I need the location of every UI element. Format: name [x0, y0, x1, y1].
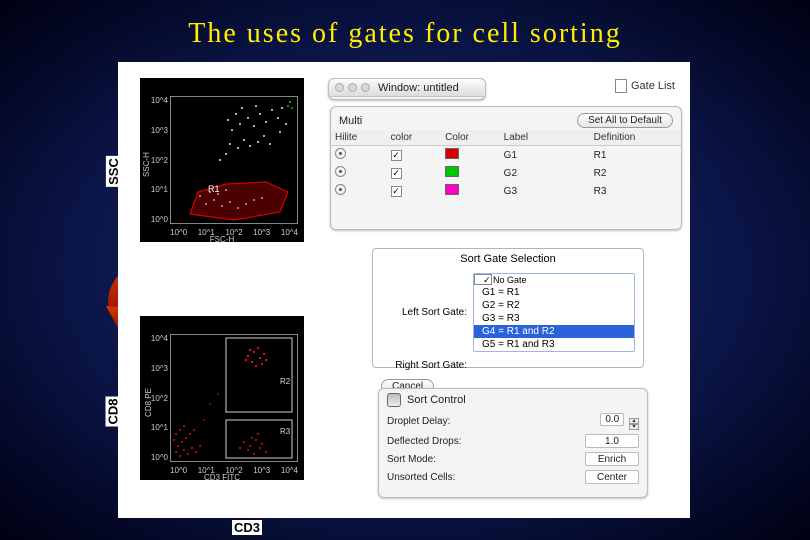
gate-label: G1 [500, 146, 590, 165]
left-sort-gate-menu[interactable]: No GateG1 = R1G2 = R2G3 = R3G4 = R1 and … [473, 273, 635, 352]
plot-xlabel: CD3 FITC [204, 473, 240, 482]
close-icon[interactable] [335, 83, 344, 92]
zoom-icon[interactable] [361, 83, 370, 92]
multi-label: Multi [339, 115, 362, 127]
right-sort-gate-label: Right Sort Gate: [381, 360, 467, 371]
gate-list-panel: Gate List Multi Set All to Default Hilit… [330, 106, 682, 230]
plot-xlabel: FSC-H [210, 235, 234, 244]
col-definition: Definition [590, 130, 681, 146]
menu-item[interactable]: G1 = R1 [474, 286, 634, 299]
deflected-drops-value[interactable]: 1.0 [585, 434, 639, 448]
sort-gate-title: Sort Gate Selection [373, 249, 643, 269]
left-sort-gate-label: Left Sort Gate: [381, 307, 467, 318]
table-row[interactable]: ✓ G1R1 [331, 146, 681, 165]
gate-label: G2 [500, 164, 590, 182]
sort-control-panel: Sort Control Droplet Delay: 0.0 ▴▾ Defle… [378, 388, 648, 498]
col-color-check: color [387, 130, 442, 146]
sort-mode-value[interactable]: Enrich [585, 452, 639, 466]
gate-r1[interactable] [190, 182, 288, 220]
droplet-delay-label: Droplet Delay: [387, 416, 450, 427]
table-row[interactable]: ✓ G2R2 [331, 164, 681, 182]
color-swatch[interactable] [445, 166, 459, 177]
ticks-y: 10^010^110^210^310^4 [142, 96, 168, 224]
table-row[interactable]: ✓ G3R3 [331, 182, 681, 200]
menu-item[interactable]: G4 = R1 and R2 [474, 325, 634, 338]
svg-text:R3: R3 [280, 427, 291, 436]
gate-definition: R1 [590, 146, 681, 165]
droplet-delay-stepper[interactable]: ▴▾ [629, 418, 639, 430]
scatter-plot-ssc-fsc: SSC-H 10^010^110^210^310^4 R1 10^010^110… [140, 78, 304, 242]
sort-control-title: Sort Control [407, 394, 466, 406]
menu-item[interactable]: No Gate [474, 274, 492, 285]
color-swatch[interactable] [445, 148, 459, 159]
color-checkbox[interactable]: ✓ [391, 186, 402, 197]
unsorted-cells-value[interactable]: Center [585, 470, 639, 484]
slide-title: The uses of gates for cell sorting [0, 18, 810, 50]
plot-points: R1 [170, 96, 298, 224]
color-checkbox[interactable]: ✓ [391, 168, 402, 179]
axis-label-cd3: CD3 [232, 520, 262, 535]
gate-r3[interactable] [226, 420, 292, 458]
joystick-icon [387, 393, 401, 407]
gate-definition: R3 [590, 182, 681, 200]
col-hilite: Hilite [331, 130, 387, 146]
hilite-radio[interactable] [335, 166, 346, 177]
menu-item[interactable]: G2 = R2 [474, 299, 634, 312]
sort-gate-popup: Sort Gate Selection Left Sort Gate: No G… [372, 248, 644, 368]
col-label: Label [500, 130, 590, 146]
plot-points: R2 R3 [170, 334, 298, 462]
gate-table: Hilite color Color Label Definition ✓ G1R… [331, 130, 681, 200]
svg-text:R1: R1 [208, 184, 220, 194]
hilite-radio[interactable] [335, 148, 346, 159]
gate-r2[interactable] [226, 338, 292, 412]
gate-definition: R2 [590, 164, 681, 182]
gate-list-header: Gate List [615, 79, 675, 93]
color-swatch[interactable] [445, 184, 459, 195]
menu-item[interactable]: G5 = R1 and R3 [474, 338, 634, 351]
window-titlebar[interactable]: Window: untitled [328, 78, 486, 100]
deflected-drops-label: Deflected Drops: [387, 436, 461, 447]
content-area: SSC-H 10^010^110^210^310^4 R1 10^010^110… [118, 62, 690, 518]
hilite-radio[interactable] [335, 184, 346, 195]
unsorted-cells-label: Unsorted Cells: [387, 472, 455, 483]
ticks-y: 10^010^110^210^310^4 [142, 334, 168, 462]
document-icon [615, 79, 627, 93]
droplet-delay-value[interactable]: 0.0 [600, 413, 624, 426]
minimize-icon[interactable] [348, 83, 357, 92]
svg-text:R2: R2 [280, 377, 291, 386]
col-color: Color [441, 130, 500, 146]
window-title: Window: untitled [378, 79, 459, 97]
scatter-plot-cd8-cd3: CD8 PE 10^010^110^210^310^4 [140, 316, 304, 480]
color-checkbox[interactable]: ✓ [391, 150, 402, 161]
gate-label: G3 [500, 182, 590, 200]
set-all-default-button[interactable]: Set All to Default [577, 113, 673, 128]
menu-item[interactable]: G3 = R3 [474, 312, 634, 325]
sort-mode-label: Sort Mode: [387, 454, 436, 465]
